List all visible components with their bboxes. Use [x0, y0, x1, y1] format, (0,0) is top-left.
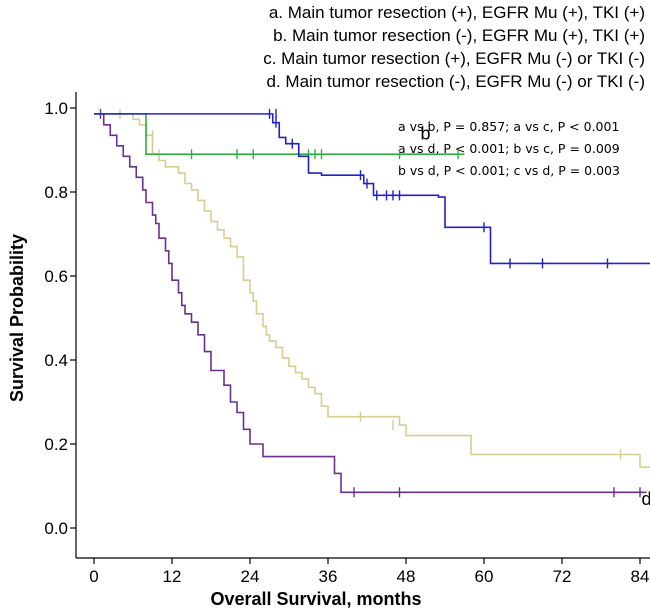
- y-tick-label: 1.0: [44, 99, 68, 118]
- y-axis-title: Survival Probability: [7, 234, 27, 402]
- y-ticks: 0.0 0.2 0.4 0.6 0.8 1.0: [44, 99, 76, 538]
- legend: a. Main tumor resection (+), EGFR Mu (+)…: [263, 3, 645, 91]
- legend-entry-b: b. Main tumor resection (-), EGFR Mu (+)…: [273, 26, 645, 45]
- curve-label-d: d: [641, 489, 650, 509]
- curve-label-b: b: [420, 124, 430, 144]
- curve-labels: abcd: [420, 124, 650, 509]
- axes: 0 12 24 36 48 60 72 84 0.0 0.2 0.4 0.6 0.8 1.0: [44, 92, 650, 586]
- pvalue-line-2: a vs d, P < 0.001; b vs c, P = 0.009: [398, 141, 620, 156]
- legend-entry-a: a. Main tumor resection (+), EGFR Mu (+)…: [269, 3, 645, 22]
- x-tick-label: 0: [89, 567, 98, 586]
- x-tick-label: 72: [553, 567, 572, 586]
- pvalue-annotation: a vs b, P = 0.857; a vs c, P < 0.001 a v…: [398, 119, 620, 178]
- legend-entry-c: c. Main tumor resection (+), EGFR Mu (-)…: [263, 49, 645, 68]
- pvalue-line-3: b vs d, P < 0.001; c vs d, P = 0.003: [398, 163, 620, 178]
- x-tick-label: 12: [163, 567, 182, 586]
- y-tick-label: 0.2: [44, 435, 68, 454]
- x-tick-label: 84: [631, 567, 650, 586]
- curve-c: [94, 113, 650, 468]
- pvalue-line-1: a vs b, P = 0.857; a vs c, P < 0.001: [398, 119, 619, 134]
- legend-entry-d: d. Main tumor resection (-), EGFR Mu (-)…: [267, 72, 645, 91]
- x-tick-label: 48: [397, 567, 416, 586]
- y-tick-label: 0.4: [44, 351, 68, 370]
- curve-a: [94, 113, 650, 265]
- x-ticks: 0 12 24 36 48 60 72 84: [89, 558, 649, 586]
- curve-d: [94, 113, 647, 494]
- x-tick-label: 36: [319, 567, 338, 586]
- series-a: [94, 108, 650, 269]
- x-tick-label: 24: [241, 567, 260, 586]
- survival-curves: [94, 108, 650, 498]
- x-axis-title: Overall Survival, months: [210, 589, 421, 609]
- x-tick-label: 60: [475, 567, 494, 586]
- y-tick-label: 0.8: [44, 183, 68, 202]
- y-tick-label: 0.0: [44, 519, 68, 538]
- y-tick-label: 0.6: [44, 267, 68, 286]
